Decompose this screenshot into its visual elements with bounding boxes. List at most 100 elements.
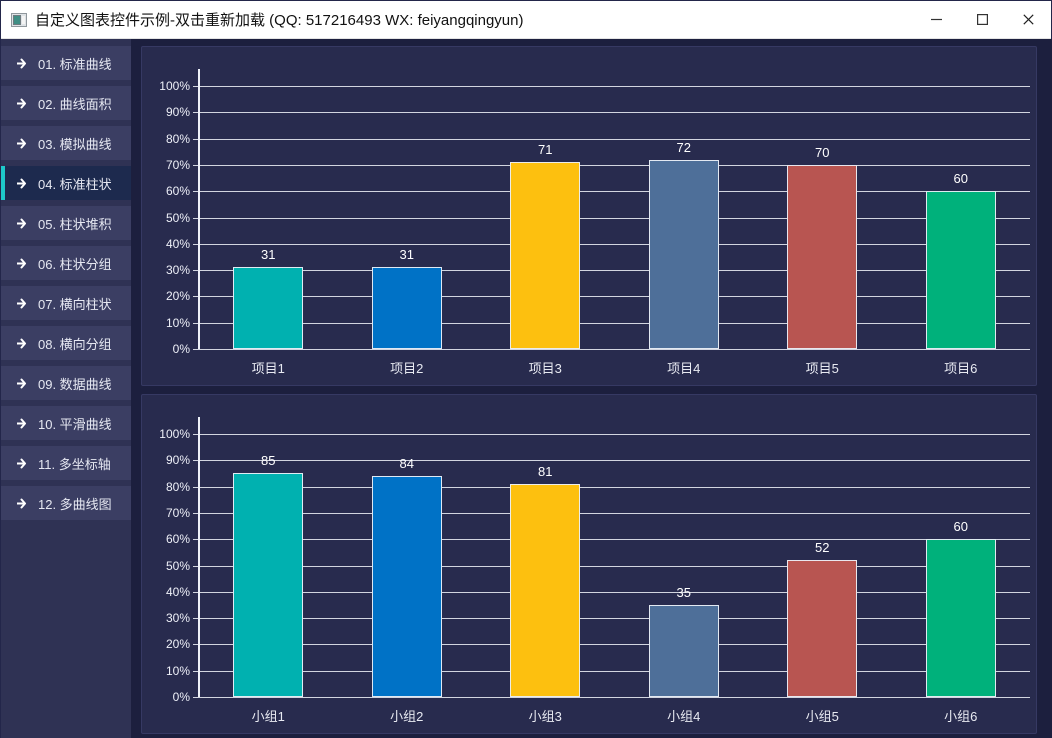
minimize-icon: [930, 18, 942, 21]
bar-小组3: [510, 483, 581, 697]
gridline: [193, 349, 1030, 350]
y-tick-label: 50%: [165, 558, 190, 573]
sidebar-item-08[interactable]: 08. 横向分组: [1, 326, 131, 360]
sidebar-item-label: 02. 曲线面积: [38, 96, 112, 112]
arrow-right-icon: [17, 338, 30, 349]
arrow-right-icon: [17, 218, 30, 229]
sidebar-item-label: 12. 多曲线图: [38, 496, 112, 512]
gridline: [193, 460, 1030, 462]
category-label: 项目3: [528, 361, 562, 376]
bar-小组4: [648, 604, 719, 697]
gridline: [193, 670, 1030, 672]
sidebar-item-label: 03. 模拟曲线: [38, 136, 112, 152]
gridline: [193, 217, 1030, 219]
sidebar-item-11[interactable]: 11. 多坐标轴: [1, 446, 131, 480]
sidebar-item-02[interactable]: 02. 曲线面积: [1, 86, 131, 120]
gridline: [193, 322, 1030, 324]
category-label: 小组2: [390, 709, 424, 724]
y-tick-label: 10%: [165, 663, 190, 678]
arrow-right-icon: [17, 58, 30, 69]
sidebar-item-10[interactable]: 10. 平滑曲线: [1, 406, 131, 440]
gridline: [193, 243, 1030, 245]
bar-项目2: [371, 267, 442, 349]
arrow-right-icon: [17, 298, 30, 309]
gridline: [193, 644, 1030, 646]
arrow-right-icon: [17, 498, 30, 509]
category-label: 项目1: [251, 361, 285, 376]
gridline: [193, 539, 1030, 541]
bar-小组2: [371, 476, 442, 697]
sidebar-item-label: 07. 横向柱状: [38, 296, 112, 312]
bar-小组5: [787, 560, 858, 697]
sidebar-item-04[interactable]: 04. 标准柱状: [1, 166, 131, 200]
y-tick-label: 50%: [165, 210, 190, 225]
gridline: [193, 86, 1030, 87]
y-tick-label: 40%: [165, 584, 190, 599]
category-label: 项目4: [667, 361, 701, 376]
gridline: [193, 296, 1030, 298]
plot-area: 0% 10% 20% 30% 40% 50% 60% 70% 80% 90% 100% 85 小组1 84…: [159, 417, 1030, 724]
window-controls: [913, 1, 1051, 38]
bottom-bar-chart: 0% 10% 20% 30% 40% 50% 60% 70% 80% 90% 100% 85 小组1 84…: [141, 394, 1037, 734]
sidebar-item-01[interactable]: 01. 标准曲线: [1, 46, 131, 80]
y-tick-label: 80%: [165, 131, 190, 146]
maximize-button[interactable]: [959, 1, 1005, 38]
bar-项目4: [648, 159, 719, 349]
gridline: [193, 138, 1030, 140]
gridline: [193, 270, 1030, 272]
bar-项目6: [925, 191, 996, 349]
close-icon: [1022, 14, 1034, 25]
gridline: [193, 565, 1030, 567]
sidebar-item-09[interactable]: 09. 数据曲线: [1, 366, 131, 400]
category-label: 小组6: [944, 709, 978, 724]
category-label: 小组5: [805, 709, 839, 724]
bar-value-label: 60: [953, 519, 968, 535]
bar-value-label: 84: [399, 456, 414, 472]
close-button[interactable]: [1005, 1, 1051, 38]
y-tick-label: 90%: [165, 105, 190, 120]
category-label: 项目5: [805, 361, 839, 376]
minimize-button[interactable]: [913, 1, 959, 38]
y-axis-line: [198, 69, 200, 349]
arrow-right-icon: [17, 418, 30, 429]
sidebar-item-label: 08. 横向分组: [38, 336, 112, 352]
sidebar-item-05[interactable]: 05. 柱状堆积: [1, 206, 131, 240]
arrow-right-icon: [17, 138, 30, 149]
category-label: 小组3: [528, 709, 562, 724]
bar-value-label: 31: [399, 247, 414, 263]
y-tick-label: 0%: [172, 690, 190, 704]
bar-项目3: [510, 162, 581, 349]
sidebar-item-12[interactable]: 12. 多曲线图: [1, 486, 131, 520]
y-tick-label: 100%: [159, 427, 190, 441]
window-title: 自定义图表控件示例-双击重新加载 (QQ: 517216493 WX: feiy…: [35, 12, 524, 29]
bar-value-label: 85: [261, 453, 276, 469]
sidebar-item-06[interactable]: 06. 柱状分组: [1, 246, 131, 280]
category-label: 小组4: [667, 709, 701, 724]
arrow-right-icon: [17, 458, 30, 469]
y-tick-label: 10%: [165, 315, 190, 330]
gridline: [193, 434, 1030, 435]
sidebar-item-03[interactable]: 03. 模拟曲线: [1, 126, 131, 160]
bar-value-label: 52: [815, 540, 830, 556]
gridline: [193, 164, 1030, 166]
sidebar-item-07[interactable]: 07. 横向柱状: [1, 286, 131, 320]
top-bar-chart: 0% 10% 20% 30% 40% 50% 60% 70% 80% 90% 100% 31 项目1 31…: [141, 46, 1037, 386]
bar-value-label: 35: [676, 584, 691, 600]
bar-value-label: 31: [261, 247, 276, 263]
gridline: [193, 618, 1030, 620]
bar-value-label: 72: [676, 139, 691, 155]
bar-项目1: [233, 267, 304, 349]
sidebar-item-label: 10. 平滑曲线: [38, 416, 112, 432]
gridline: [193, 591, 1030, 593]
y-tick-label: 60%: [165, 184, 190, 199]
bar-value-label: 71: [538, 142, 553, 158]
y-tick-label: 30%: [165, 611, 190, 626]
y-tick-label: 100%: [159, 79, 190, 93]
plot-area: 0% 10% 20% 30% 40% 50% 60% 70% 80% 90% 100% 31 项目1 31…: [159, 69, 1030, 376]
sidebar-item-label: 01. 标准曲线: [38, 56, 112, 72]
y-tick-label: 70%: [165, 505, 190, 520]
y-tick-label: 40%: [165, 236, 190, 251]
bar-小组6: [925, 539, 996, 697]
sidebar: 01. 标准曲线 02. 曲线面积 03. 模拟曲线 04. 标准柱状 05. 柱状堆积…: [1, 39, 131, 738]
y-axis-line: [198, 417, 200, 697]
